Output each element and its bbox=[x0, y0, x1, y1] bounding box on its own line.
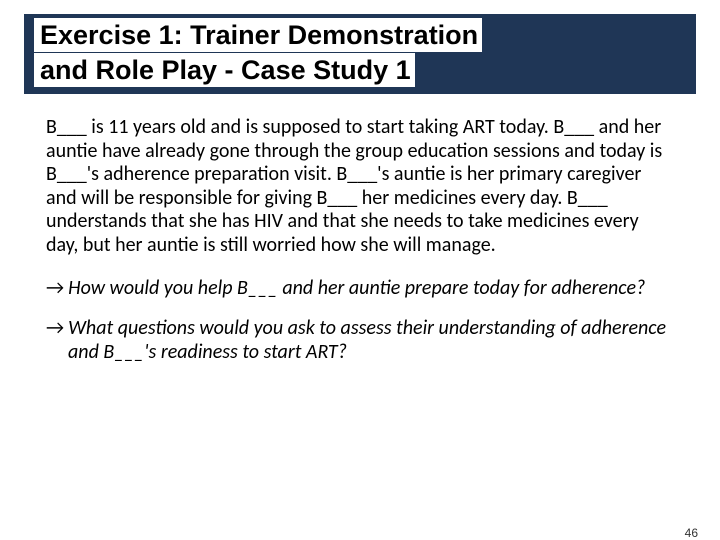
title-text-1: Exercise 1: Trainer Demonstration bbox=[34, 18, 482, 52]
title-line-1: Exercise 1: Trainer Demonstration bbox=[34, 20, 686, 51]
body-area: B___ is 11 years old and is supposed to … bbox=[0, 94, 720, 364]
prompt-1-text: How would you help B___ and her auntie p… bbox=[68, 276, 645, 300]
title-text-2: and Role Play - Case Study 1 bbox=[34, 53, 415, 87]
case-paragraph: B___ is 11 years old and is supposed to … bbox=[46, 116, 674, 258]
page-number: 46 bbox=[685, 526, 698, 540]
arrow-icon: → bbox=[46, 276, 68, 300]
prompt-1: →How would you help B___ and her auntie … bbox=[46, 276, 674, 300]
prompt-2: →What questions would you ask to assess … bbox=[46, 316, 674, 364]
title-line-2: and Role Play - Case Study 1 bbox=[34, 55, 686, 86]
arrow-icon: → bbox=[46, 316, 68, 340]
prompt-2-text: What questions would you ask to assess t… bbox=[68, 316, 666, 364]
title-band: Exercise 1: Trainer Demonstration and Ro… bbox=[24, 14, 696, 94]
slide: Exercise 1: Trainer Demonstration and Ro… bbox=[0, 14, 720, 540]
